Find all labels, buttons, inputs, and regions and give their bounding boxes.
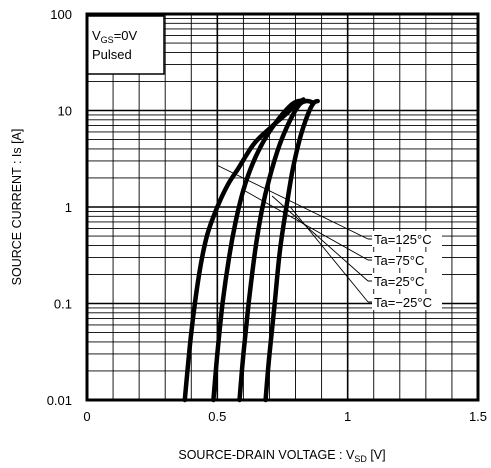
tick-labels: 0 0.5 1 1.5 0.01 0.1 1 10 100: [47, 7, 487, 424]
y-axis-title: SOURCE CURRENT : Is [A]: [10, 129, 24, 286]
leader-line: [217, 164, 369, 240]
series-label: Ta=75°C: [374, 253, 424, 268]
condition-pulsed: Pulsed: [92, 47, 132, 62]
conditions-box: VGS=0V Pulsed: [86, 15, 165, 75]
y-tick-label: 0.1: [54, 297, 72, 312]
leader-line: [243, 189, 369, 261]
y-tick-label: 0.01: [47, 393, 72, 408]
series-labels: Ta=125°C Ta=75°C Ta=25°C Ta=−25°C: [372, 231, 442, 310]
x-axis-title: SOURCE-DRAIN VOLTAGE : VSD [V]: [178, 448, 385, 464]
curve-Ta=−25°C: [263, 98, 320, 403]
series-label: Ta=25°C: [374, 274, 424, 289]
curve-Ta=75°C: [211, 98, 307, 403]
curve-Ta=25°C: [237, 98, 314, 403]
plot-frame: [85, 12, 480, 402]
leader-line: [289, 206, 369, 303]
condition-vgs: VGS=0V: [92, 28, 138, 45]
x-tick-label: 0: [83, 409, 90, 424]
series-label-bg: [372, 273, 442, 289]
conditions-box-frame: [86, 15, 165, 75]
y-tick-label: 100: [50, 7, 72, 22]
curve-Ta=125°C: [182, 97, 306, 403]
series-label: Ta=125°C: [374, 232, 432, 247]
leader-line: [271, 195, 369, 282]
y-tick-label: 10: [58, 104, 72, 119]
series-label-bg: [372, 231, 442, 247]
x-tick-label: 0.5: [208, 409, 226, 424]
series-label-bg: [372, 294, 442, 310]
x-tick-label: 1.5: [469, 409, 487, 424]
series-label-bg: [372, 252, 442, 268]
series-label: Ta=−25°C: [374, 295, 432, 310]
curves: [182, 97, 320, 403]
x-tick-label: 1: [344, 409, 351, 424]
y-tick-label: 1: [65, 200, 72, 215]
